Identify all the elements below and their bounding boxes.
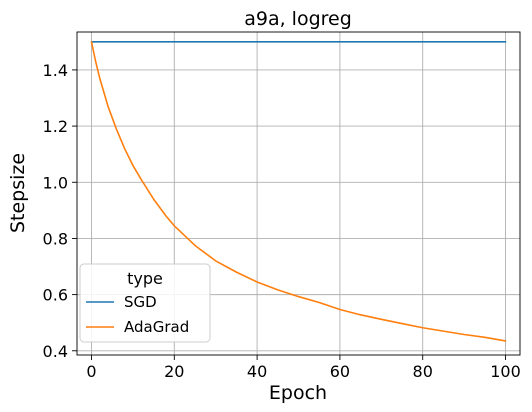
x-axis-label: Epoch <box>269 382 327 404</box>
y-tick-label: 0.4 <box>43 342 68 361</box>
y-tick-label: 1.2 <box>43 117 68 136</box>
chart-title: a9a, logreg <box>244 8 352 30</box>
series-lines <box>90 41 507 342</box>
y-axis-label: Stepsize <box>7 153 29 233</box>
legend-title: type <box>127 269 163 288</box>
y-tick-label: 0.6 <box>43 286 68 305</box>
legend-label-adagrad: AdaGrad <box>124 318 189 336</box>
legend: type SGD AdaGrad <box>79 263 211 343</box>
x-axis-ticks: 0 20 40 60 80 100 <box>86 355 521 381</box>
x-tick-label: 20 <box>164 362 184 381</box>
y-tick-label: 1.4 <box>43 61 68 80</box>
y-tick-label: 1.0 <box>43 173 68 192</box>
x-tick-label: 80 <box>413 362 433 381</box>
x-tick-label: 0 <box>86 362 96 381</box>
legend-box <box>79 263 211 343</box>
y-tick-label: 0.8 <box>43 229 68 248</box>
x-tick-label: 100 <box>490 362 521 381</box>
legend-label-sgd: SGD <box>124 293 157 311</box>
x-tick-label: 60 <box>330 362 350 381</box>
x-tick-label: 40 <box>247 362 267 381</box>
y-axis-ticks: 0.4 0.6 0.8 1.0 1.2 1.4 <box>43 61 77 361</box>
series-line-adagrad <box>90 41 507 342</box>
x-gridlines <box>91 32 506 355</box>
plot-frame <box>76 31 521 356</box>
